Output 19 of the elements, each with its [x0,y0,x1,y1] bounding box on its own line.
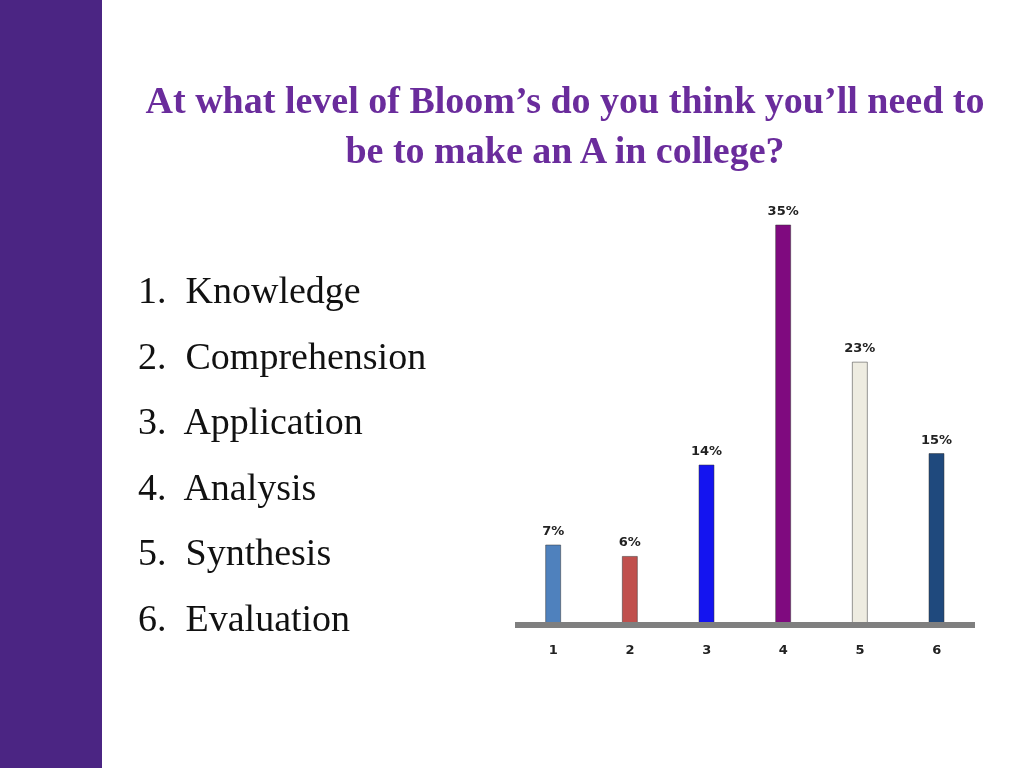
x-tick-label: 2 [625,642,635,658]
text: 3. Application [138,399,364,444]
x-tick-label: 1 [548,642,558,658]
data-label: 23% [844,340,876,356]
x-tick-label: 3 [702,642,712,658]
x-tick-label: 4 [778,642,788,658]
text: 2. Comprehension [138,333,427,379]
x-tick-label: 6 [932,642,942,658]
chart-title: At what level of Bloom’s do you think you’ll need to be to make an A in college? [144,78,986,173]
text: 5. Synthesis [138,530,333,575]
data-label: 7% [542,523,565,538]
x-tick-label: 5 [855,642,865,658]
data-label: 14% [690,443,723,458]
data-label: 15% [920,431,953,447]
text: 6. Evaluation [138,595,352,641]
data-label: 35% [767,203,799,218]
text: 1. Knowledge [138,268,362,313]
data-label: 6% [618,534,641,550]
text: 4. Analysis [138,464,318,510]
